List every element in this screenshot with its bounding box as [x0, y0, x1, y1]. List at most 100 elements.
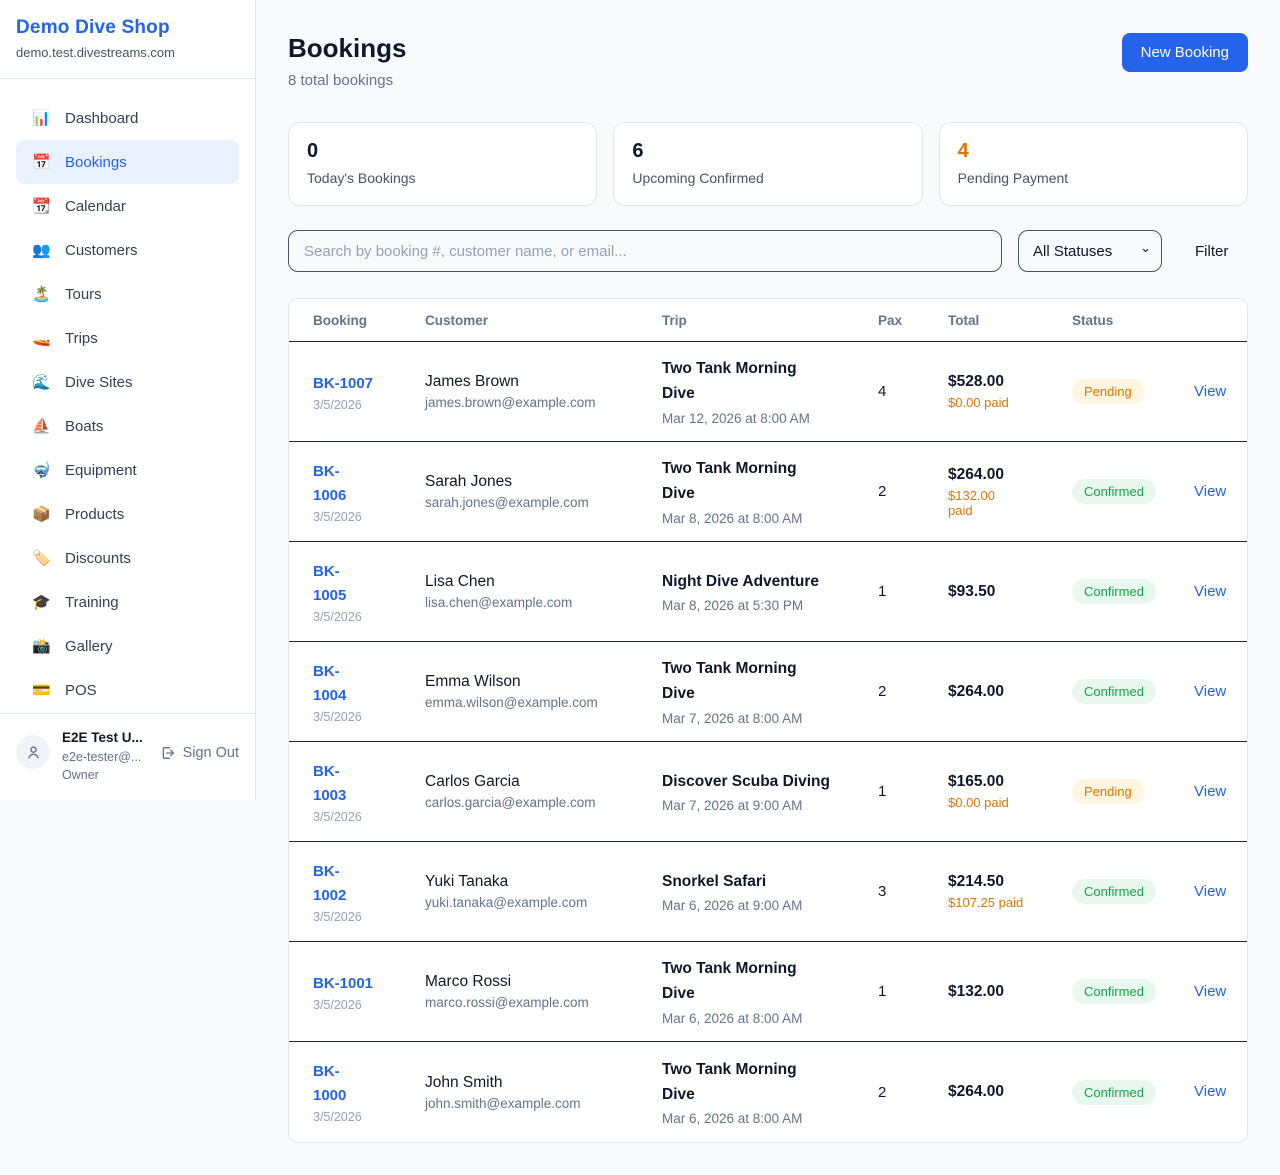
- booking-id-link[interactable]: BK-1001: [313, 974, 374, 992]
- status-badge: Confirmed: [1072, 879, 1156, 904]
- pax-count: 1: [878, 783, 887, 800]
- sidebar-item-products[interactable]: 📦 Products: [16, 492, 239, 536]
- booking-id-link[interactable]: BK-1006: [313, 462, 347, 504]
- user-email: e2e-tester@...: [62, 749, 142, 764]
- table-row: BK-1004 3/5/2026 Emma Wilson emma.wilson…: [289, 642, 1247, 742]
- status-select[interactable]: All Statuses: [1018, 230, 1162, 272]
- sidebar-item-bookings[interactable]: 📅 Bookings: [16, 140, 239, 184]
- customer-name: John Smith: [425, 1073, 503, 1091]
- view-link[interactable]: View: [1194, 582, 1227, 600]
- total-amount: $165.00: [948, 773, 1005, 790]
- graduation-cap-icon: 🎓: [32, 594, 51, 611]
- main-content: Bookings 8 total bookings New Booking 0 T…: [256, 0, 1280, 1175]
- bar-chart-icon: 📊: [32, 110, 51, 127]
- booking-id-link[interactable]: BK-1007: [313, 374, 374, 392]
- pax-count: 3: [878, 883, 887, 900]
- customer-cell: John Smith john.smith@example.com: [425, 1074, 662, 1111]
- sailboat-icon: ⛵: [32, 418, 51, 435]
- booking-id-link[interactable]: BK-1005: [313, 562, 347, 604]
- sidebar-item-discounts[interactable]: 🏷️ Discounts: [16, 536, 239, 580]
- table-row: BK-1007 3/5/2026 James Brown james.brown…: [289, 342, 1247, 442]
- booking-date: 3/5/2026: [313, 397, 362, 412]
- view-cell: View: [1194, 883, 1247, 901]
- sidebar-item-dive-sites[interactable]: 🌊 Dive Sites: [16, 360, 239, 404]
- sidebar-item-customers[interactable]: 👥 Customers: [16, 228, 239, 272]
- view-link[interactable]: View: [1194, 382, 1227, 400]
- paid-amount: $107.25 paid: [948, 895, 1024, 910]
- sidebar-item-dashboard[interactable]: 📊 Dashboard: [16, 96, 239, 140]
- trip-cell: Two Tank Morning Dive Mar 12, 2026 at 8:…: [662, 357, 878, 426]
- total-amount: $93.50: [948, 582, 996, 600]
- stat-value: 4: [957, 140, 969, 162]
- paid-amount: $132.00 paid: [948, 487, 995, 518]
- sidebar-item-calendar[interactable]: 📆 Calendar: [16, 184, 239, 228]
- customer-cell: Marco Rossi marco.rossi@example.com: [425, 973, 662, 1010]
- trip-datetime: Mar 12, 2026 at 8:00 AM: [662, 410, 810, 426]
- column-header-total: Total: [948, 312, 980, 328]
- pax-count: 2: [878, 683, 887, 700]
- credit-card-icon: 💳: [32, 682, 51, 699]
- user-name: E2E Test U...: [62, 730, 143, 745]
- total-cell: $264.00: [948, 1083, 1072, 1101]
- table-header-row: Booking Customer Trip Pax Total Status: [289, 299, 1247, 342]
- stat-card-today-s-bookings: 0 Today's Bookings: [288, 122, 598, 206]
- shop-name: Demo Dive Shop: [16, 17, 170, 38]
- total-amount: $132.00: [948, 982, 1005, 1000]
- booking-id-link[interactable]: BK-1000: [313, 1063, 347, 1104]
- sidebar-item-tours[interactable]: 🏝️ Tours: [16, 272, 239, 316]
- table-row: BK-1006 3/5/2026 Sarah Jones sarah.jones…: [289, 442, 1247, 542]
- customer-name: Lisa Chen: [425, 573, 495, 590]
- column-header-status: Status: [1072, 312, 1114, 328]
- status-cell: Confirmed: [1072, 1079, 1194, 1105]
- new-booking-button[interactable]: New Booking: [1121, 33, 1248, 72]
- sidebar-item-training[interactable]: 🎓 Training: [16, 580, 239, 624]
- customer-email: sarah.jones@example.com: [425, 495, 589, 510]
- wave-icon: 🌊: [32, 374, 51, 391]
- label-icon: 🏷️: [32, 550, 51, 567]
- view-link[interactable]: View: [1194, 782, 1227, 800]
- booking-cell: BK-1001 3/5/2026: [313, 972, 425, 1012]
- view-cell: View: [1194, 483, 1247, 501]
- view-link[interactable]: View: [1194, 1083, 1227, 1100]
- sign-out-button[interactable]: Sign Out: [160, 745, 239, 761]
- search-input[interactable]: [288, 230, 1002, 272]
- view-cell: View: [1194, 683, 1247, 701]
- sidebar-item-pos[interactable]: 💳 POS: [16, 668, 239, 712]
- pax-count: 1: [878, 583, 887, 600]
- sidebar-item-gallery[interactable]: 📸 Gallery: [16, 624, 239, 668]
- pax-count: 1: [878, 983, 887, 1000]
- sidebar-item-boats[interactable]: ⛵ Boats: [16, 404, 239, 448]
- customer-name: Sarah Jones: [425, 473, 513, 490]
- view-link[interactable]: View: [1194, 982, 1227, 1000]
- people-icon: 👥: [32, 242, 51, 259]
- filter-button[interactable]: Filter: [1195, 242, 1229, 260]
- booking-id-link[interactable]: BK-1002: [313, 862, 347, 904]
- total-amount: $214.50: [948, 873, 1005, 890]
- trip-datetime: Mar 6, 2026 at 8:00 AM: [662, 1111, 803, 1127]
- sidebar-item-label: Dashboard: [65, 109, 139, 127]
- speedboat-icon: 🚤: [32, 330, 51, 347]
- sidebar-item-label: Gallery: [65, 637, 113, 655]
- view-link[interactable]: View: [1194, 882, 1227, 900]
- view-cell: View: [1194, 1083, 1247, 1101]
- page-header-text: Bookings 8 total bookings: [288, 33, 406, 89]
- customer-cell: Carlos Garcia carlos.garcia@example.com: [425, 773, 662, 810]
- status-badge: Confirmed: [1072, 579, 1156, 604]
- booking-id-link[interactable]: BK-1004: [313, 662, 347, 704]
- pax-count: 2: [878, 483, 887, 500]
- customer-email: yuki.tanaka@example.com: [425, 895, 588, 910]
- total-amount: $264.00: [948, 1083, 1005, 1100]
- sidebar-item-label: Calendar: [65, 197, 126, 215]
- sidebar-item-label: Training: [65, 593, 119, 611]
- column-header-pax: Pax: [878, 312, 903, 328]
- sidebar-item-trips[interactable]: 🚤 Trips: [16, 316, 239, 360]
- view-link[interactable]: View: [1194, 682, 1227, 700]
- booking-id-link[interactable]: BK-1003: [313, 762, 347, 804]
- sidebar-item-equipment[interactable]: 🤿 Equipment: [16, 448, 239, 492]
- bookings-table: Booking Customer Trip Pax Total Status BK-100…: [288, 298, 1248, 1143]
- view-link[interactable]: View: [1194, 482, 1227, 500]
- trip-datetime: Mar 8, 2026 at 8:00 AM: [662, 510, 803, 526]
- stat-card-upcoming-confirmed: 6 Upcoming Confirmed: [613, 122, 923, 206]
- customer-cell: Sarah Jones sarah.jones@example.com: [425, 473, 662, 510]
- sidebar: Demo Dive Shop demo.test.divestreams.com…: [0, 0, 256, 800]
